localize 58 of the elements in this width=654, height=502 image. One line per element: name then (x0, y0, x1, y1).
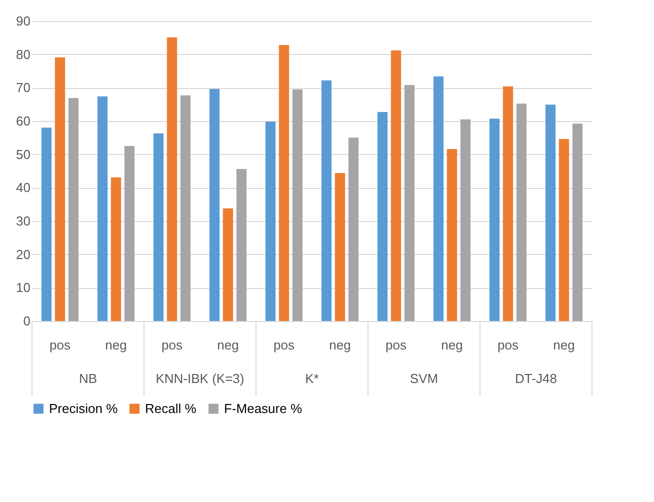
text: DT-J48 (515, 371, 557, 386)
x-tick-label: neg (105, 338, 127, 352)
text: SVM (410, 371, 438, 386)
bar (516, 104, 527, 321)
bar (166, 37, 178, 321)
text: KNN-IBK (K=3) (156, 371, 244, 386)
x-tick-label: pos (162, 338, 183, 352)
bar (209, 89, 220, 321)
bar (110, 177, 122, 321)
bar (278, 45, 290, 321)
legend-label: F-Measure % (224, 400, 302, 416)
x-tick-label: pos (274, 338, 295, 352)
bar (558, 139, 570, 321)
x-tick-label: pos (498, 338, 519, 352)
bar (153, 133, 164, 321)
bar (68, 98, 79, 321)
bar (348, 138, 359, 321)
bar (404, 85, 415, 321)
bar (321, 80, 332, 321)
bar (446, 149, 458, 321)
bar (292, 89, 303, 321)
x-tick-label: neg (553, 338, 575, 352)
bar (54, 57, 66, 321)
y-tick-label: 60 (16, 114, 30, 128)
text: NB (78, 371, 98, 386)
bar (460, 119, 471, 321)
x-tick-label: neg (329, 338, 351, 352)
bar (236, 169, 247, 321)
x-tick-label: neg (441, 338, 463, 352)
bar (502, 86, 514, 321)
y-tick-label: 80 (16, 46, 30, 62)
y-tick-label: 40 (16, 180, 30, 196)
bar (265, 122, 276, 321)
y-tick-label: 50 (16, 146, 30, 162)
y-tick-label: 30 (16, 214, 30, 228)
bar (97, 96, 108, 321)
x-tick-label: neg (217, 338, 239, 352)
bar (41, 128, 52, 321)
bar (377, 112, 388, 321)
legend-label: Recall % (145, 400, 197, 416)
bar (545, 104, 556, 321)
y-tick-label: 20 (16, 246, 30, 262)
bar (334, 173, 346, 321)
text: K* (305, 371, 319, 386)
bar (489, 118, 500, 321)
bar (390, 50, 402, 321)
y-tick-label: 90 (16, 14, 30, 28)
bar (180, 95, 191, 321)
bar (222, 208, 234, 321)
bar (433, 76, 444, 321)
y-tick-label: 10 (16, 280, 30, 296)
y-tick-label: 0 (23, 314, 30, 328)
bar (124, 146, 135, 321)
legend-label: Precision % (49, 400, 118, 416)
x-tick-label: pos (386, 338, 407, 352)
x-tick-label: pos (50, 338, 71, 352)
y-tick-label: 70 (16, 80, 30, 96)
bar (572, 124, 583, 321)
